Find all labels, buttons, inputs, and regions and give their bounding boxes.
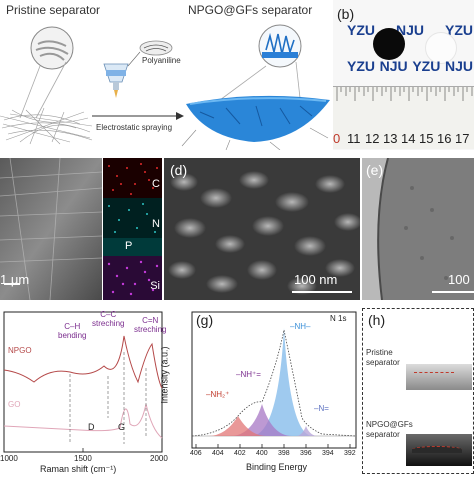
- eds-n-dots: [108, 203, 156, 233]
- panel-h-npgo-label: NPGO@GFs separator: [366, 420, 413, 439]
- panel-f: NPGO GO C–H bending C–C streching C=N st…: [0, 308, 170, 474]
- ruler: 0 11 12 13 14 15 16 17: [333, 86, 474, 149]
- panel-b-labels-bottom: YZU NJU YZU NJU: [347, 58, 473, 74]
- ruler-num-13: 13: [383, 131, 398, 146]
- panel-g-letter: (g): [196, 312, 214, 328]
- ruler-num-14: 14: [401, 131, 416, 146]
- xps-xtick-392: 392: [344, 450, 356, 457]
- panel-h-pristine-label: Pristine separator: [366, 348, 400, 367]
- polyaniline-label: Polyaniline: [142, 56, 181, 65]
- eds-map-c: C: [103, 158, 162, 198]
- pristine-droplet-photo: [406, 364, 472, 390]
- ruler-ticks: [336, 87, 473, 101]
- xps-peak-n: –N=: [314, 404, 329, 413]
- raman-ann-ch: C–H bending: [58, 322, 87, 340]
- panel-a: Pristine separator NPGO@GFs separator Po…: [0, 0, 332, 150]
- panel-h-letter: (h): [368, 312, 386, 328]
- npgo-zoom-circle: [219, 24, 302, 101]
- npgo-separator-label: NPGO@GFs separator: [188, 3, 313, 17]
- panel-a-illustration: [0, 24, 330, 150]
- ruler-num-15: 15: [419, 131, 434, 146]
- ruler-num-12: 12: [365, 131, 380, 146]
- panel-e: (e) 100: [362, 158, 474, 300]
- pristine-separator-label: Pristine separator: [6, 3, 101, 17]
- raman-sample-go: GO: [8, 400, 21, 409]
- raman-plot: [3, 311, 163, 453]
- label-bottom-4: NJU: [444, 58, 473, 74]
- electrostatic-spraying-label: Electrostatic spraying: [96, 123, 173, 132]
- xps-peak-nh: –NH–: [290, 322, 311, 331]
- panel-b-labels-top: YZU NJU YZU: [347, 22, 473, 38]
- npgo-coated-mat: [181, 95, 330, 150]
- eds-map-p: P: [103, 238, 162, 256]
- panel-b-letter: (b): [337, 6, 355, 22]
- panel-c-scale-bar: 1 μm: [0, 272, 30, 287]
- spray-funnel: [103, 63, 129, 98]
- xps-xtick-400: 400: [256, 450, 268, 457]
- xps-xtick-398: 398: [278, 450, 290, 457]
- panel-c: 1 μm C N P Si: [0, 158, 162, 300]
- sem-cross-section: [0, 158, 102, 300]
- xps-peak-nh2: –NH₂⁺: [206, 390, 230, 399]
- xps-xtick-402: 402: [234, 450, 246, 457]
- panel-g: (g) N 1s –NH– –NH⁺= –NH₂⁺ –N= Intensity …: [160, 308, 360, 474]
- npgo-droplet-photo: [406, 434, 472, 466]
- panel-h: (h) Pristine separator NPGO@GFs separato…: [362, 308, 474, 474]
- white-separator-disc: [425, 32, 457, 64]
- ruler-num-0: 0: [333, 131, 341, 146]
- raman-band-g: G: [118, 422, 126, 432]
- raman-ann-cc: C–C streching: [92, 310, 125, 328]
- eds-c-dots: [108, 163, 158, 195]
- eds-label-si: Si: [150, 280, 160, 292]
- label-top-3: YZU: [444, 22, 473, 38]
- panel-e-scale-bar: 100: [448, 272, 470, 287]
- xps-xlabel: Binding Energy: [246, 462, 308, 472]
- process-arrow: [92, 112, 184, 120]
- ruler-num-17: 17: [455, 131, 470, 146]
- xps-corner-label: N 1s: [330, 314, 347, 323]
- xps-ylabel: Intensity (a.u.): [159, 346, 170, 404]
- panel-d: (d) 100 nm: [164, 158, 360, 300]
- xps-xtick-396: 396: [300, 450, 312, 457]
- xps-xtick-394: 394: [322, 450, 334, 457]
- label-top-1: YZU: [347, 22, 375, 38]
- polyaniline-icon: [127, 40, 173, 67]
- label-bottom-1: YZU: [347, 58, 375, 74]
- xps-plot: [191, 311, 357, 449]
- raman-band-d: D: [88, 422, 95, 432]
- label-bottom-3: YZU: [412, 58, 441, 74]
- label-bottom-2: NJU: [379, 58, 408, 74]
- raman-xtick-1000: 1000: [0, 454, 18, 463]
- sem-top-texture: [168, 171, 360, 295]
- black-separator-disc: [373, 28, 405, 60]
- xps-xtick-406: 406: [190, 450, 202, 457]
- eds-si-dots: [107, 260, 159, 296]
- ruler-num-16: 16: [437, 131, 452, 146]
- ruler-num-11: 11: [347, 131, 361, 146]
- raman-ann-cn: C=N streching: [134, 316, 167, 334]
- raman-xlabel: Raman shift (cm⁻¹): [40, 464, 117, 474]
- tem-image: [377, 158, 474, 300]
- raman-sample-npgo: NPGO: [8, 346, 32, 355]
- eds-map-si: Si: [103, 256, 162, 300]
- panel-b: (b) YZU NJU YZU YZU NJU YZU NJU: [333, 0, 474, 150]
- raman-xtick-2000: 2000: [150, 454, 168, 463]
- label-top-2: NJU: [395, 22, 424, 38]
- eds-label-c: C: [152, 178, 160, 190]
- xps-peak-nh-plus: –NH⁺=: [236, 370, 261, 379]
- eds-map-n: N: [103, 198, 162, 238]
- raman-xtick-1500: 1500: [74, 454, 92, 463]
- panel-d-letter: (d): [170, 162, 188, 178]
- pristine-zoom-circle: [19, 26, 74, 119]
- eds-label-p: P: [125, 240, 133, 252]
- panel-e-letter: (e): [366, 162, 384, 178]
- panel-d-scale-bar: 100 nm: [294, 272, 338, 287]
- xps-xtick-404: 404: [212, 450, 224, 457]
- eds-label-n: N: [152, 218, 160, 230]
- pristine-fiber-mat: [0, 107, 93, 145]
